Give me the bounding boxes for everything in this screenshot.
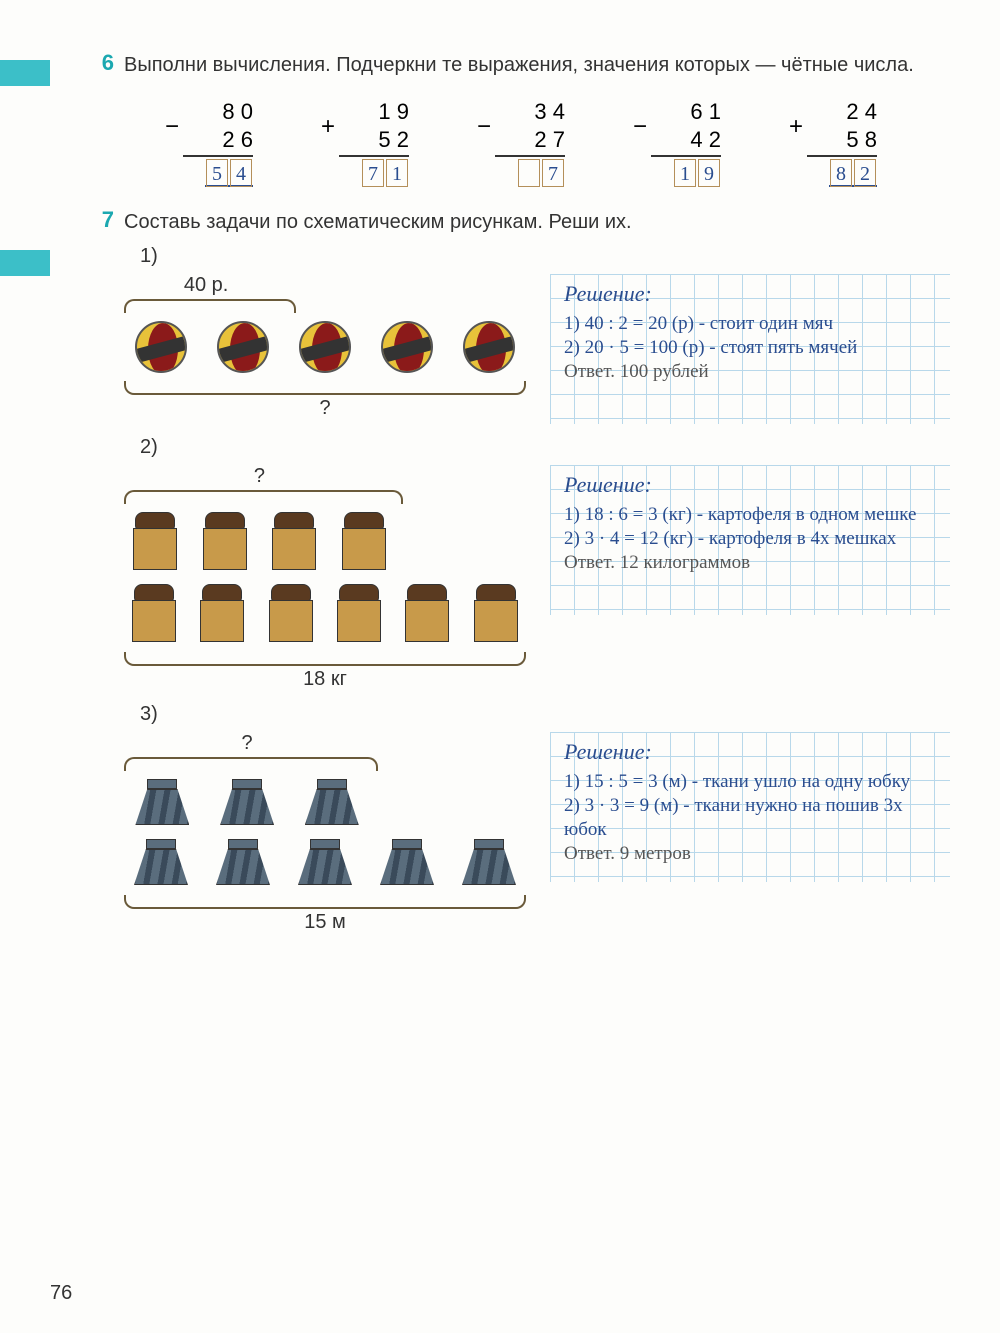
solution-answer: Ответ. 9 метров (564, 842, 940, 866)
solution-title: Решение: (564, 740, 940, 764)
task7-number: 7 (90, 207, 114, 233)
problem-3: − 3 4 2 7 7 (495, 98, 565, 187)
task7-text: Составь задачи по схематическим рисункам… (124, 207, 632, 237)
skirt-icon (458, 839, 520, 887)
ball-icon (135, 321, 187, 373)
bag-icon (335, 584, 383, 644)
problem-4: − 6 1 4 2 19 (651, 98, 721, 187)
bag-icon (130, 584, 178, 644)
skirt-icon (130, 839, 192, 887)
skirt-icon (376, 839, 438, 887)
solution-line: 2) 3 · 3 = 9 (м) - ткани нужно на пошив … (564, 794, 940, 842)
problem1-row: 40 р. ? Решение: 1) 40 : 2 = 20 (р) - ст… (50, 274, 950, 424)
skirt-icon (212, 839, 274, 887)
solution2-pane: Решение: 1) 18 : 6 = 3 (кг) - картофеля … (550, 465, 950, 615)
bag-icon (270, 512, 318, 572)
solution-answer: Ответ. 12 килограммов (564, 551, 940, 575)
bag-icon (201, 512, 249, 572)
problem-2: + 1 9 5 2 71 (339, 98, 409, 187)
bag-icon (403, 584, 451, 644)
solution-title: Решение: (564, 473, 940, 497)
solution-line: 1) 15 : 5 = 3 (м) - ткани ушло на одну ю… (564, 770, 940, 794)
arithmetic-row: − 8 0 2 6 54 + 1 9 5 2 71 − 3 4 2 7 7 − … (140, 98, 920, 187)
problem-5: + 2 4 5 8 82 (807, 98, 877, 187)
diagram-skirts: ? 15 м (120, 732, 530, 934)
task6-text: Выполни вычисления. Подчеркни те выражен… (124, 50, 914, 80)
ball-icon (463, 321, 515, 373)
bag-icon (198, 584, 246, 644)
bag-icon (472, 584, 520, 644)
task6-number: 6 (90, 50, 114, 76)
solution-title: Решение: (564, 282, 940, 306)
bag-icon (131, 512, 179, 572)
solution-line: 2) 3 · 4 = 12 (кг) - картофеля в 4х мешк… (564, 527, 940, 551)
sub3-number: 3) (140, 703, 950, 726)
ball-icon (381, 321, 433, 373)
ball-icon (299, 321, 351, 373)
bag-icon (340, 512, 388, 572)
skirt-icon (294, 839, 356, 887)
solution-line: 2) 20 · 5 = 100 (р) - стоят пять мячей (564, 336, 940, 360)
sub2-number: 2) (140, 436, 950, 459)
diagram-bags: ? 18 кг (120, 465, 530, 691)
task6-header: 6 Выполни вычисления. Подчеркни те выраж… (90, 50, 950, 80)
bag-icon (267, 584, 315, 644)
skirt-icon (131, 779, 193, 827)
skirt-icon (301, 779, 363, 827)
solution-line: 1) 40 : 2 = 20 (р) - стоит один мяч (564, 312, 940, 336)
ball-icon (217, 321, 269, 373)
section-marker (0, 60, 50, 86)
problem3-row: ? 15 м Решение: 1) 15 : 5 = 3 (м) - ткан… (50, 732, 950, 934)
solution-line: 1) 18 : 6 = 3 (кг) - картофеля в одном м… (564, 503, 940, 527)
solution1-pane: Решение: 1) 40 : 2 = 20 (р) - стоит один… (550, 274, 950, 424)
solution-answer: Ответ. 100 рублей (564, 360, 940, 384)
diagram-balls: 40 р. ? (120, 274, 530, 420)
task7-header: 7 Составь задачи по схематическим рисунк… (90, 207, 950, 237)
page-number: 76 (50, 1282, 72, 1305)
skirt-icon (216, 779, 278, 827)
section-marker (0, 250, 50, 276)
problem2-row: ? 18 кг Решение: 1) 18 : 6 = 3 (кг) - ка… (50, 465, 950, 691)
sub1-number: 1) (140, 245, 950, 268)
solution3-pane: Решение: 1) 15 : 5 = 3 (м) - ткани ушло … (550, 732, 950, 882)
problem-1: − 8 0 2 6 54 (183, 98, 253, 187)
